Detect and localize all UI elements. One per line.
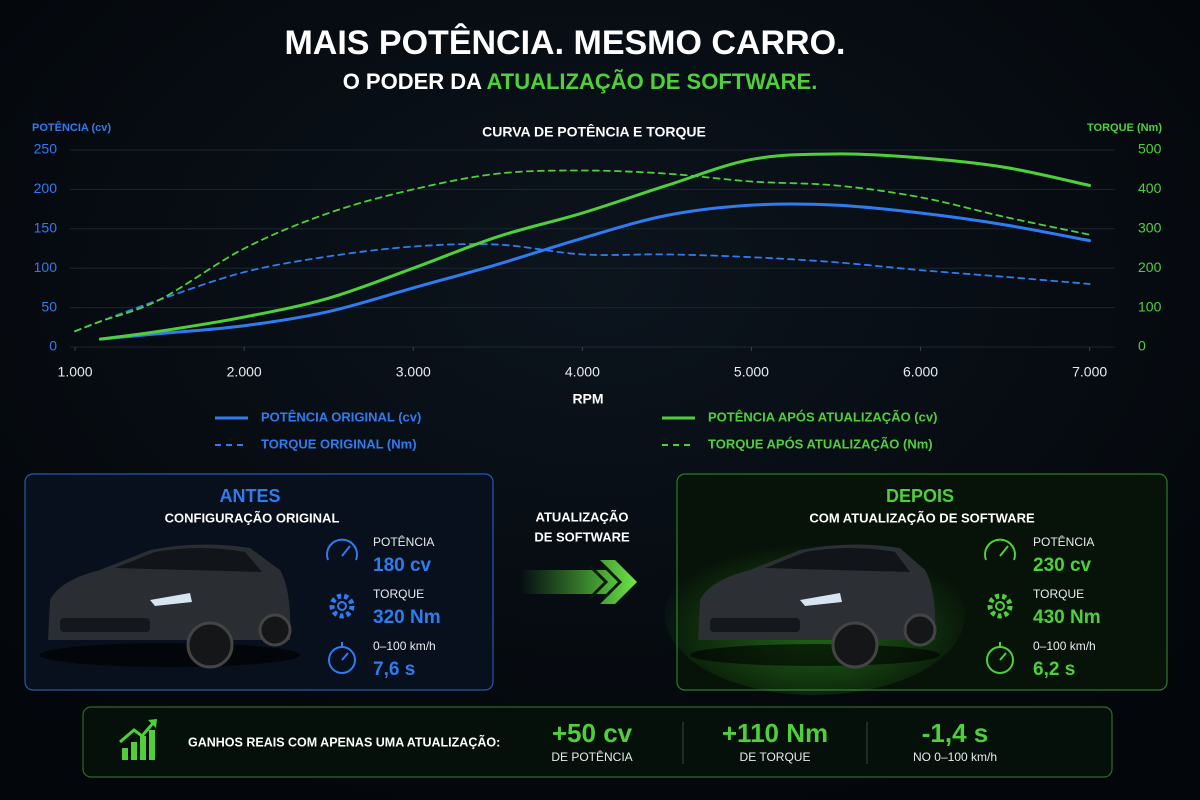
y-tick-label: 100 bbox=[34, 259, 58, 275]
car-after bbox=[665, 535, 965, 695]
gain-value: +50 cv bbox=[552, 718, 633, 748]
gear-hole bbox=[995, 601, 1005, 611]
series-line bbox=[98, 152, 1092, 341]
growth-icon bbox=[119, 719, 157, 760]
y2-tick-label: 200 bbox=[1138, 259, 1162, 275]
y-tick-label: 250 bbox=[34, 141, 58, 157]
gauge-icon bbox=[326, 538, 358, 561]
panel-subtitle: COM ATUALIZAÇÃO DE SOFTWARE bbox=[809, 510, 1035, 525]
update-arrow bbox=[520, 560, 637, 604]
x-tick-label: 1.000 bbox=[58, 364, 93, 380]
y2-tick-label: 500 bbox=[1138, 141, 1162, 157]
panel-subtitle: CONFIGURAÇÃO ORIGINAL bbox=[165, 510, 340, 525]
x-tick-label: 5.000 bbox=[734, 364, 769, 380]
subtitle-part: O PODER DA bbox=[343, 69, 487, 94]
series-line bbox=[74, 243, 1091, 333]
gain-label: DE POTÊNCIA bbox=[551, 749, 632, 764]
y-tick-label: 50 bbox=[41, 298, 57, 314]
arrow-label: DE SOFTWARE bbox=[534, 529, 630, 544]
gear-hole bbox=[337, 601, 347, 611]
metric-value: 230 cv bbox=[1033, 555, 1092, 576]
gear-icon bbox=[329, 593, 355, 619]
series-line bbox=[98, 202, 1092, 341]
metric-value: 7,6 s bbox=[373, 659, 415, 680]
panel-title: DEPOIS bbox=[886, 486, 954, 506]
legend-label: TORQUE APÓS ATUALIZAÇÃO (Nm) bbox=[708, 436, 933, 451]
x-tick-label: 4.000 bbox=[565, 364, 600, 380]
metric-value: 320 Nm bbox=[373, 607, 441, 628]
page-title: MAIS POTÊNCIA. MESMO CARRO. bbox=[284, 24, 845, 62]
x-tick-label: 6.000 bbox=[903, 364, 938, 380]
y2-axis-label: TORQUE (Nm) bbox=[1087, 122, 1162, 134]
chart: CURVA DE POTÊNCIA E TORQUE POTÊNCIA (cv)… bbox=[32, 121, 1162, 452]
y2-tick-label: 400 bbox=[1138, 180, 1162, 196]
subtitle-highlight: ATUALIZAÇÃO DE SOFTWARE. bbox=[487, 69, 818, 94]
summary-box bbox=[82, 706, 1113, 778]
metric-icon bbox=[328, 642, 356, 674]
y-tick-label: 0 bbox=[49, 338, 57, 354]
gear-icon bbox=[987, 593, 1013, 619]
metric-icon bbox=[984, 538, 1016, 561]
y2-tick-label: 0 bbox=[1138, 338, 1146, 354]
summary-label: GANHOS REAIS COM APENAS UMA ATUALIZAÇÃO: bbox=[188, 734, 500, 749]
panel-title: ANTES bbox=[219, 486, 280, 506]
x-axis-label: RPM bbox=[572, 391, 603, 407]
metric-icon bbox=[986, 642, 1014, 674]
legend-label: TORQUE ORIGINAL (Nm) bbox=[261, 436, 417, 451]
chart-title: CURVA DE POTÊNCIA E TORQUE bbox=[482, 123, 706, 140]
y-tick-label: 200 bbox=[34, 180, 58, 196]
metric-label: 0–100 km/h bbox=[1033, 639, 1096, 653]
metric-label: TORQUE bbox=[1033, 587, 1084, 601]
x-tick-label: 2.000 bbox=[227, 364, 262, 380]
gain-label: DE TORQUE bbox=[740, 750, 811, 764]
metric-value: 180 cv bbox=[373, 555, 432, 576]
metric-label: POTÊNCIA bbox=[373, 534, 434, 549]
car-before bbox=[40, 544, 300, 669]
stopwatch-hand bbox=[999, 652, 1007, 661]
legend-label: POTÊNCIA ORIGINAL (cv) bbox=[261, 409, 421, 424]
metric-value: 6,2 s bbox=[1033, 659, 1075, 680]
x-tick-label: 7.000 bbox=[1072, 364, 1107, 380]
gauge-needle bbox=[999, 545, 1009, 557]
series-line bbox=[74, 169, 1091, 333]
metric-label: POTÊNCIA bbox=[1033, 534, 1094, 549]
x-tick-label: 3.000 bbox=[396, 364, 431, 380]
y2-tick-label: 100 bbox=[1138, 298, 1162, 314]
metric-icon bbox=[326, 538, 358, 561]
arrow-label: ATUALIZAÇÃO bbox=[536, 509, 629, 524]
gauge-needle bbox=[341, 545, 351, 557]
y-axis-label: POTÊNCIA (cv) bbox=[32, 121, 111, 134]
metric-icon bbox=[987, 593, 1013, 619]
legend-label: POTÊNCIA APÓS ATUALIZAÇÃO (cv) bbox=[708, 409, 937, 424]
metric-value: 430 Nm bbox=[1033, 607, 1101, 628]
gain-label: NO 0–100 km/h bbox=[913, 750, 997, 764]
metric-label: 0–100 km/h bbox=[373, 639, 436, 653]
metric-icon bbox=[329, 593, 355, 619]
metric-label: TORQUE bbox=[373, 587, 424, 601]
stopwatch-hand bbox=[341, 652, 349, 661]
page-subtitle: O PODER DA ATUALIZAÇÃO DE SOFTWARE. bbox=[343, 69, 818, 94]
y2-tick-label: 300 bbox=[1138, 220, 1162, 236]
gain-value: -1,4 s bbox=[922, 718, 989, 748]
y-tick-label: 150 bbox=[34, 220, 58, 236]
gauge-icon bbox=[984, 538, 1016, 561]
gain-value: +110 Nm bbox=[722, 718, 828, 748]
